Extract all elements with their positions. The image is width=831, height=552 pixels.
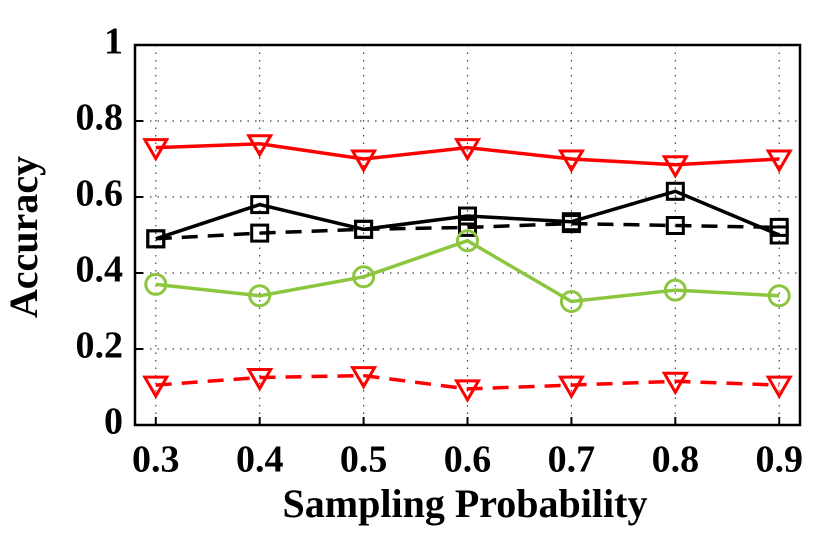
- series-line: [155, 142, 780, 167]
- marker: [769, 217, 789, 237]
- marker: [765, 375, 793, 400]
- x-tick-label: 0.9: [755, 439, 803, 481]
- marker: [453, 138, 482, 162]
- marker: [458, 217, 477, 237]
- marker: [248, 284, 272, 308]
- marker: [246, 134, 274, 158]
- marker: [665, 216, 685, 235]
- x-axis-label: Sampling Probability: [283, 481, 648, 526]
- marker: [349, 366, 378, 390]
- y-tick-label: 0.8: [76, 97, 124, 139]
- marker: [146, 229, 166, 249]
- series-line: [155, 189, 780, 241]
- marker: [349, 149, 378, 173]
- plot-frame: [133, 43, 802, 427]
- marker: [665, 181, 685, 201]
- x-tick-label: 0.6: [444, 439, 492, 481]
- x-tick-label: 0.3: [132, 439, 180, 481]
- marker: [765, 149, 793, 173]
- marker: [250, 195, 270, 215]
- marker: [352, 265, 376, 289]
- y-tick-label: 0.6: [76, 173, 124, 215]
- marker: [557, 149, 586, 173]
- series-line: [155, 373, 780, 391]
- marker: [767, 284, 791, 308]
- marker: [456, 229, 479, 253]
- marker: [144, 272, 168, 296]
- y-tick-label: 1: [104, 21, 123, 63]
- y-axis-label: Accuracy: [1, 156, 46, 318]
- marker: [663, 278, 687, 302]
- marker: [250, 223, 270, 243]
- marker: [557, 375, 586, 400]
- marker: [142, 375, 170, 400]
- marker: [453, 379, 482, 403]
- series-line: [155, 238, 780, 304]
- marker: [142, 138, 170, 162]
- y-tick-label: 0.4: [76, 249, 124, 291]
- series-line: [155, 221, 780, 241]
- y-tick-label: 0: [104, 401, 123, 443]
- marker: [354, 219, 374, 239]
- marker: [458, 206, 477, 226]
- y-tick-label: 0.2: [76, 325, 124, 367]
- x-tick-label: 0.4: [236, 439, 284, 481]
- marker: [661, 155, 689, 179]
- x-tick-label: 0.7: [548, 439, 596, 481]
- marker: [661, 371, 689, 396]
- x-tick-label: 0.5: [340, 439, 388, 481]
- marker: [559, 290, 583, 313]
- x-tick-label: 0.8: [652, 439, 700, 481]
- marker: [561, 214, 581, 234]
- marker: [246, 368, 274, 392]
